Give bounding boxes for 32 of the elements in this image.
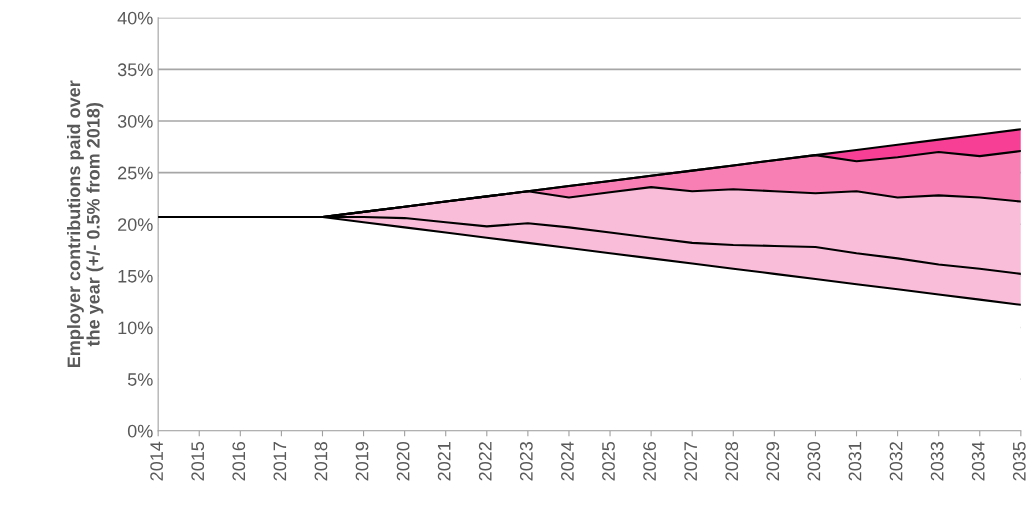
y-tick-label: 40% — [117, 11, 153, 25]
x-tick-label: 2022 — [478, 442, 492, 481]
y-tick-label: 15% — [118, 269, 153, 283]
x-tick-label: 2026 — [643, 441, 656, 481]
x-tick-label: 2029 — [766, 442, 780, 481]
x-tick-label: 2023 — [519, 441, 533, 481]
x-tick-label: 2034 — [971, 441, 985, 481]
y-tick-label: 20% — [118, 218, 153, 231]
x-tick-label: 2024 — [561, 441, 574, 481]
y-axis-title: Employer contributions paid over the year (+/- 0.5% from 2018) — [66, 80, 104, 368]
x-tick-label: 2030 — [807, 441, 821, 481]
y-tick-label: 0% — [127, 424, 153, 438]
y-tick-label: 35% — [117, 63, 153, 77]
x-tick-label: 2018 — [314, 441, 328, 481]
y-tick-label: 10% — [118, 321, 153, 335]
y-tick-label: 25% — [118, 166, 153, 180]
y-tick-label: 30% — [117, 114, 153, 128]
x-tick-label: 2033 — [930, 441, 944, 481]
x-tick-label: 2020 — [396, 441, 410, 481]
x-tick-label: 2028 — [725, 441, 739, 481]
x-tick-label: 2019 — [355, 442, 369, 481]
y-tick-label: 5% — [127, 373, 153, 386]
x-tick-label: 2015 — [191, 441, 205, 481]
x-tick-label: 2017 — [273, 442, 287, 481]
x-tick-label: 2014 — [150, 441, 163, 481]
x-tick-label: 2035 — [1012, 441, 1026, 481]
x-tick-label: 2025 — [602, 441, 615, 481]
x-tick-label: 2027 — [684, 442, 698, 481]
x-tick-label: 2032 — [889, 442, 903, 481]
x-tick-label: 2021 — [437, 442, 451, 481]
x-tick-label: 2031 — [848, 442, 862, 481]
x-tick-label: 2016 — [232, 441, 246, 481]
